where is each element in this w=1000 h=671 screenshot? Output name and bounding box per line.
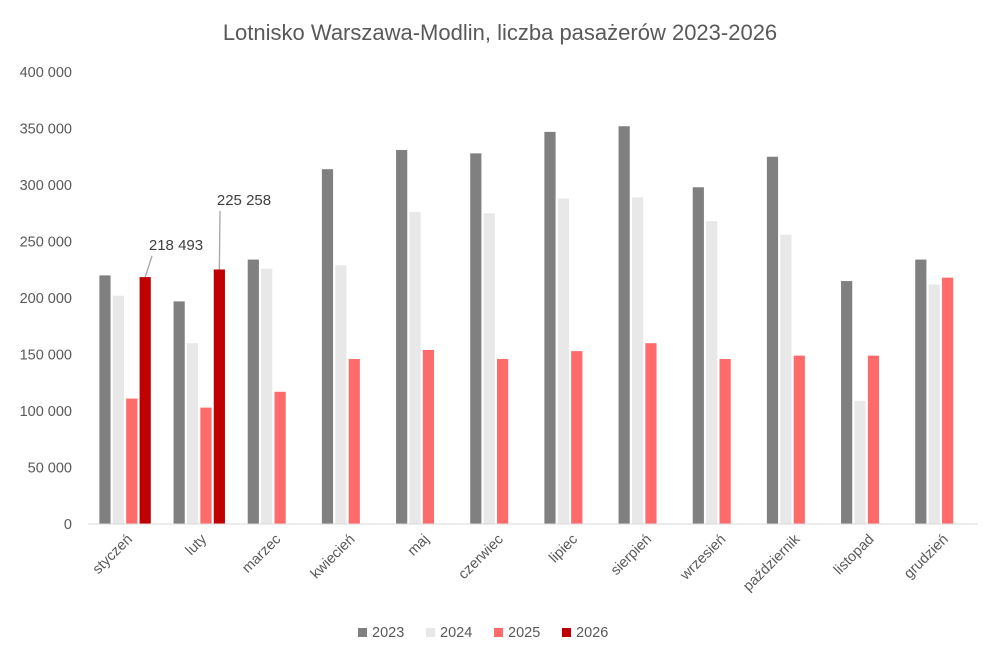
- bar-2024-marzec: [261, 268, 273, 524]
- legend-swatch-2025: [494, 628, 503, 637]
- data-label-leader: [218, 210, 221, 270]
- y-tick-label: 350 000: [20, 122, 72, 138]
- bar-2025-listopad: [867, 355, 880, 524]
- x-tick-label: styczeń: [90, 532, 136, 578]
- y-tick-label: 400 000: [20, 65, 72, 81]
- x-tick-label: październik: [740, 531, 804, 595]
- legend-label: 2024: [440, 625, 472, 641]
- data-labels: 218 493 225 258: [144, 192, 271, 278]
- legend-swatch-2026: [562, 628, 571, 637]
- bar-2023-wrzesień: [692, 187, 704, 524]
- bar-2024-grudzień: [928, 284, 940, 524]
- data-label-leader: [144, 255, 153, 278]
- bar-2025-czerwiec: [497, 359, 509, 524]
- bar-2023-kwiecień: [321, 169, 334, 524]
- legend-label: 2023: [372, 625, 404, 641]
- bar-2025-kwiecień: [348, 359, 360, 524]
- bar-2023-marzec: [247, 259, 259, 524]
- x-tick-label: maj: [405, 532, 433, 560]
- bar-2024-maj: [409, 212, 421, 524]
- x-tick-label: czerwiec: [456, 532, 507, 583]
- chart-title: Lotnisko Warszawa-Modlin, liczba pasażer…: [223, 20, 777, 45]
- bar-2023-październik: [766, 156, 779, 524]
- x-tick-label: listopad: [831, 532, 878, 579]
- legend-label: 2026: [576, 625, 608, 641]
- y-tick-label: 300 000: [20, 178, 72, 194]
- bar-2023-grudzień: [915, 259, 927, 524]
- legend: 2023 2024 2025 2026: [358, 625, 608, 641]
- bar-2023-luty: [173, 301, 185, 524]
- bar-2023-czerwiec: [470, 153, 482, 525]
- bar-2023-lipiec: [544, 131, 556, 524]
- bar-2025-marzec: [274, 391, 286, 524]
- x-tick-label: lipiec: [546, 532, 581, 567]
- bar-2026-luty: [213, 269, 225, 524]
- bar-2026-styczeń: [139, 277, 151, 524]
- bar-2024-październik: [780, 234, 792, 524]
- x-tick-label: marzec: [239, 532, 284, 577]
- y-tick-label: 200 000: [20, 291, 72, 307]
- y-tick-label: 150 000: [20, 348, 72, 364]
- bar-2025-luty: [200, 407, 212, 524]
- bar-2023-styczeń: [99, 275, 111, 524]
- y-tick-label: 0: [64, 517, 72, 533]
- bar-2023-listopad: [841, 281, 853, 524]
- bar-2025-sierpień: [645, 343, 657, 524]
- bar-2024-czerwiec: [483, 213, 495, 524]
- x-tick-label: kwiecień: [308, 532, 359, 583]
- x-axis: styczeń luty marzec kwiecień maj czerwiec lipi…: [90, 531, 952, 595]
- bar-2025-lipiec: [571, 351, 583, 524]
- x-tick-label: sierpień: [608, 532, 655, 579]
- bar-2025-wrzesień: [719, 359, 731, 524]
- bar-2025-styczeń: [126, 398, 138, 524]
- data-label: 225 258: [217, 192, 271, 209]
- bar-2023-sierpień: [618, 126, 630, 525]
- y-axis: 0 50 000 100 000 150 000 200 000 250 000 300 0…: [20, 65, 72, 533]
- bars: [99, 126, 954, 525]
- bar-2024-lipiec: [557, 198, 569, 524]
- y-tick-label: 100 000: [20, 404, 72, 420]
- x-tick-label: wrzesień: [677, 532, 729, 584]
- y-tick-label: 250 000: [20, 235, 72, 251]
- y-tick-label: 50 000: [28, 461, 72, 477]
- legend-swatch-2024: [426, 628, 435, 637]
- legend-swatch-2023: [358, 628, 367, 637]
- bar-2024-luty: [186, 343, 199, 524]
- bar-2025-maj: [422, 349, 435, 524]
- legend-label: 2025: [508, 625, 540, 641]
- bar-2023-maj: [396, 149, 408, 524]
- x-tick-label: luty: [183, 531, 211, 559]
- data-label: 218 493: [149, 237, 203, 254]
- bar-2024-styczeń: [112, 295, 124, 524]
- x-tick-label: grudzień: [901, 532, 952, 583]
- bar-2025-grudzień: [942, 277, 954, 524]
- bar-2025-październik: [793, 355, 805, 524]
- bar-2024-sierpień: [631, 197, 644, 524]
- bar-2024-kwiecień: [335, 265, 347, 524]
- bar-2024-wrzesień: [706, 221, 718, 524]
- bar-2024-listopad: [854, 400, 866, 524]
